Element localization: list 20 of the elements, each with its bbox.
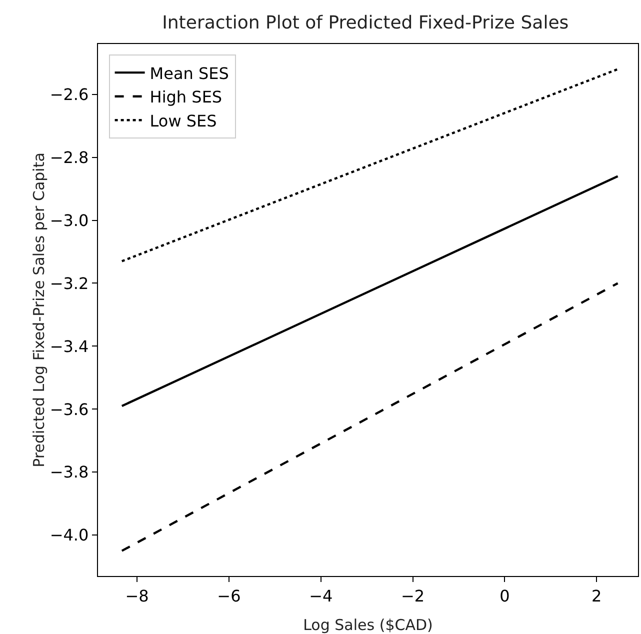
legend-label: Mean SES (150, 64, 229, 83)
x-tick-label: −2 (401, 586, 425, 606)
legend-label: High SES (150, 88, 222, 107)
y-axis-title: Predicted Log Fixed-Prize Sales per Capita (30, 152, 48, 468)
y-tick-label: −3.4 (50, 336, 89, 356)
chart-title: Interaction Plot of Predicted Fixed-Prize Sales (162, 12, 569, 34)
y-tick-label: −3.0 (50, 210, 89, 230)
y-tick-label: −3.8 (50, 462, 89, 482)
y-tick-label: −3.2 (50, 274, 89, 293)
x-tick-label: −6 (217, 586, 241, 606)
y-tick-label: −2.8 (50, 148, 89, 167)
x-tick-label: 0 (500, 586, 510, 606)
x-axis-title: Log Sales ($CAD) (303, 616, 433, 634)
y-tick-label: −3.6 (50, 400, 89, 419)
x-tick-label: −8 (125, 586, 149, 606)
x-tick-label: 2 (592, 586, 602, 606)
x-tick-label: −4 (309, 586, 333, 606)
y-tick-label: −2.6 (50, 84, 89, 104)
y-tick-label: −4.0 (50, 526, 89, 545)
legend-label: Low SES (150, 111, 217, 130)
